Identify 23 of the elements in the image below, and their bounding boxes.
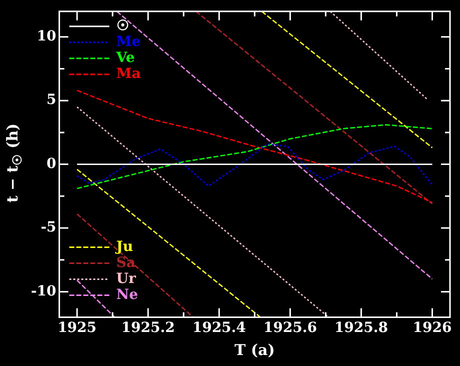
legend-label: Me bbox=[116, 34, 141, 50]
x-tick-label: 1926 bbox=[412, 320, 452, 336]
legend-label: ☉ bbox=[116, 18, 130, 34]
x-tick-label: 1925 bbox=[58, 320, 97, 336]
x-tick-label: 1925.4 bbox=[192, 320, 246, 336]
legend-label: Ma bbox=[116, 66, 141, 82]
line-series bbox=[76, 124, 433, 190]
legend-label: Ne bbox=[116, 286, 138, 303]
y-tick-label: -5 bbox=[40, 220, 56, 236]
legend-label: Ur bbox=[116, 270, 136, 287]
y-tick-label: 10 bbox=[36, 28, 57, 45]
x-tick-label: 1925.8 bbox=[334, 320, 388, 336]
legend-label: Ve bbox=[115, 50, 135, 66]
legend-label: Sa bbox=[116, 254, 136, 271]
legend-label: Ju bbox=[114, 238, 134, 255]
y-tick-label: 5 bbox=[46, 92, 56, 108]
x-tick-label: 1925.6 bbox=[263, 320, 317, 336]
line-series bbox=[76, 90, 433, 204]
y-tick-label: -10 bbox=[30, 283, 57, 300]
y-tick-label: 0 bbox=[46, 156, 57, 172]
line-series bbox=[76, 143, 433, 187]
x-tick-label: 1925.2 bbox=[121, 320, 175, 336]
x-axis-title: T (a) bbox=[234, 340, 275, 359]
